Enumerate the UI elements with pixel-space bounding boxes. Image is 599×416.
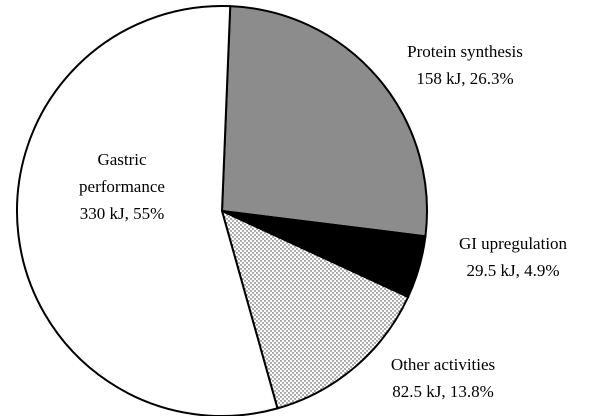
slice-label: Gastric performance 330 kJ, 55% xyxy=(62,146,182,227)
slice-name: Protein synthesis xyxy=(407,42,523,61)
slice-value: 158 kJ, 26.3% xyxy=(416,69,514,88)
pie-slice xyxy=(220,5,428,238)
slice-name: GI upregulation xyxy=(458,234,568,253)
slice-value: 82.5 kJ, 13.8% xyxy=(392,382,494,401)
slice-name: Gastric performance xyxy=(79,150,165,196)
slice-label: GI upregulation 29.5 kJ, 4.9% xyxy=(428,230,598,284)
slice-value: 29.5 kJ, 4.9% xyxy=(466,261,560,280)
pie-slice xyxy=(220,209,410,410)
slice-label: Protein synthesis 158 kJ, 26.3% xyxy=(390,38,540,92)
pie-slice xyxy=(16,5,279,416)
slice-value: 330 kJ, 55% xyxy=(79,204,165,223)
slice-name: Other activities xyxy=(390,355,496,374)
slice-label: Other activities 82.5 kJ, 13.8% xyxy=(368,351,518,405)
